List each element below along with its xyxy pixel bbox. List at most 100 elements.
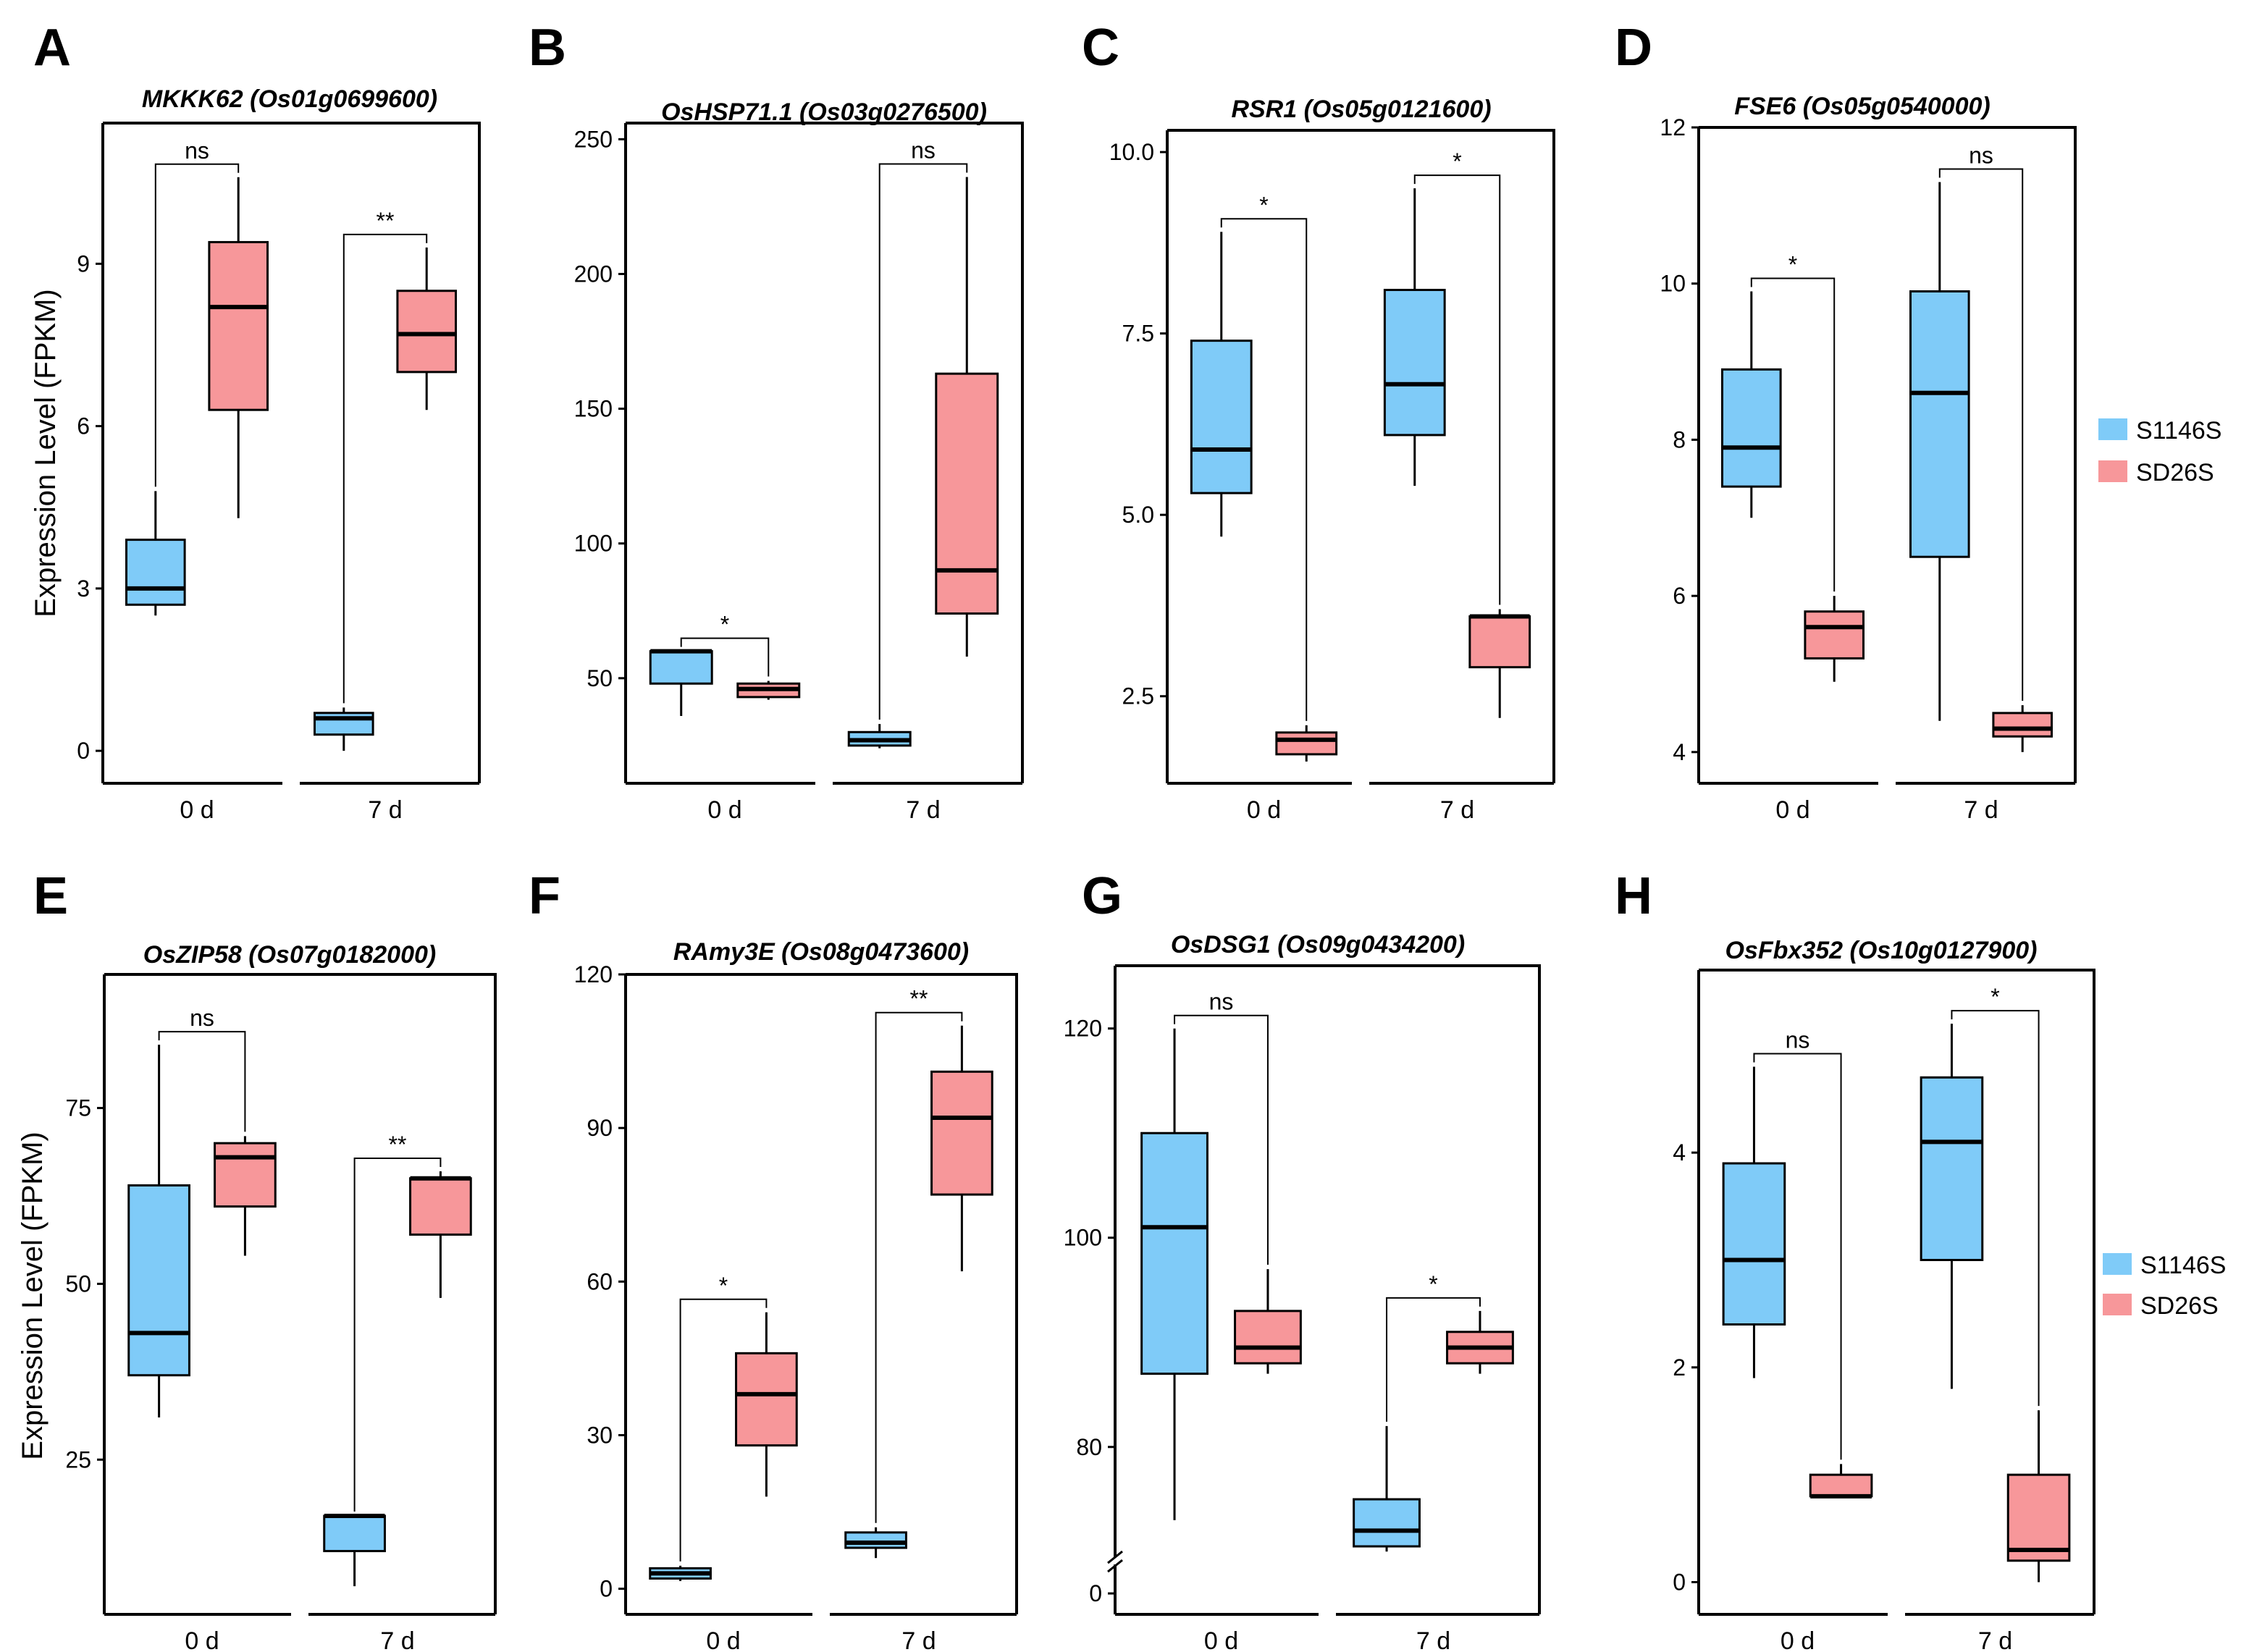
panel-h: H OsFbx352 (Os10g0127900) 0 2 4 0 d 7 d ns * <box>1615 867 2095 1652</box>
significance-bracket <box>878 163 968 720</box>
y-tick-label: 50 <box>587 665 613 691</box>
box-s1146s-0d <box>125 491 186 616</box>
box <box>844 1531 907 1549</box>
box-s1146s-7d <box>1383 188 1446 486</box>
box-s1146s-0d <box>1190 232 1253 537</box>
panel-c: C RSR1 (Os05g0121600) 2.5 5.0 7.5 10.0 0 d 7 d *… <box>1082 19 1555 824</box>
axis-break-mark <box>1107 1559 1123 1573</box>
y-tick-label: 6 <box>1673 583 1686 609</box>
box-s1146s-0d <box>649 649 713 716</box>
y-tick-label: 4 <box>1673 739 1686 765</box>
axis-break-mark <box>1107 1550 1123 1564</box>
significance-bracket <box>875 1011 963 1523</box>
box-sd26s-0d <box>1275 725 1338 762</box>
significance-label: * <box>1453 148 1461 174</box>
significance-label: ** <box>910 986 928 1012</box>
significance-bracket <box>342 233 428 704</box>
x-tick-label: 0 d <box>707 796 741 824</box>
significance-label: ns <box>911 137 936 163</box>
significance-label: ns <box>185 138 209 164</box>
significance-label: * <box>1429 1271 1437 1297</box>
box <box>2006 1473 2071 1562</box>
y-tick-label: 50 <box>65 1270 91 1297</box>
box-s1146s-7d <box>1920 1024 1984 1389</box>
box <box>1383 288 1446 437</box>
box-sd26s-0d <box>735 1312 798 1497</box>
x-tick-label: 0 d <box>180 796 214 824</box>
y-tick-label: 5.0 <box>1122 502 1154 528</box>
significance-label: ns <box>190 1005 214 1031</box>
box <box>1353 1498 1421 1548</box>
panel-letter: A <box>33 19 71 77</box>
significance-label: ** <box>377 208 395 234</box>
y-axis-label-bottom: Expression Level (FPKM) <box>17 1131 49 1459</box>
y-tick-label: 60 <box>587 1268 613 1294</box>
x-tick-label: 7 d <box>906 796 940 824</box>
plot-frame <box>104 973 497 1614</box>
significance-bracket <box>1951 1010 2040 1407</box>
x-tick-label: 0 d <box>185 1627 219 1652</box>
significance-bracket <box>680 637 770 677</box>
plot-frame <box>103 122 481 783</box>
box <box>735 1352 798 1447</box>
significance-bracket <box>353 1158 442 1512</box>
panel-a: A MKKK62 (Os01g0699600) 0 3 6 9 0 d 7 d ns ** <box>33 19 481 824</box>
y-tick-label: 30 <box>587 1422 613 1448</box>
y-tick-label: 2 <box>1673 1354 1686 1381</box>
y-tick-label: 6 <box>77 413 90 439</box>
panel-letter: H <box>1615 867 1652 925</box>
box <box>323 1514 386 1553</box>
y-tick-label: 100 <box>1064 1225 1102 1251</box>
box-sd26s-7d <box>1446 1310 1514 1374</box>
x-tick-label: 0 d <box>1781 1627 1815 1652</box>
box <box>649 650 713 685</box>
significance-label: * <box>1259 192 1268 218</box>
legend-label-s1146s: S1146S <box>2136 417 2221 444</box>
y-tick-label: 12 <box>1660 114 1686 140</box>
box-s1146s-0d <box>127 1045 190 1417</box>
significance-bracket <box>1413 174 1501 605</box>
box <box>935 372 999 615</box>
x-tick-label: 7 d <box>1978 1627 2012 1652</box>
y-tick-label: 25 <box>65 1446 91 1472</box>
y-tick-label: 90 <box>587 1115 613 1141</box>
box-sd26s-0d <box>214 1136 277 1256</box>
y-tick-label: 250 <box>574 126 613 152</box>
significance-label: ** <box>389 1131 407 1158</box>
box <box>1275 731 1338 756</box>
legend-swatch-sd26s <box>2098 460 2127 482</box>
legend-swatch-s1146s <box>2098 418 2127 440</box>
y-tick-label: 4 <box>1673 1139 1686 1166</box>
x-tick-label: 0 d <box>1775 796 1809 824</box>
y-axis-label-top: Expression Level (FPKM) <box>30 289 62 617</box>
panel-letter: C <box>1082 19 1119 77</box>
box <box>214 1142 277 1208</box>
y-tick-label: 80 <box>1076 1434 1102 1460</box>
legend-swatch-sd26s <box>2103 1294 2132 1315</box>
legend-label-s1146s: S1146S <box>2140 1252 2226 1279</box>
y-tick-label: 3 <box>77 576 90 602</box>
significance-label: * <box>719 1273 728 1299</box>
panel-e: E OsZIP58 (Os07g0182000) 25 50 75 0 d 7 d ns ** <box>33 867 497 1652</box>
significance-bracket <box>679 1298 768 1562</box>
box <box>1804 610 1865 659</box>
box-s1146s-7d <box>844 1527 907 1559</box>
x-tick-label: 7 d <box>1440 796 1474 824</box>
box <box>409 1177 472 1236</box>
plot-frame <box>1167 129 1555 783</box>
box-sd26s-7d <box>396 247 458 410</box>
box <box>127 1184 190 1377</box>
x-tick-label: 7 d <box>1416 1627 1450 1652</box>
significance-bracket <box>154 163 240 487</box>
box <box>1721 368 1782 488</box>
box <box>125 539 186 606</box>
y-tick-label: 120 <box>574 961 613 987</box>
panel-b: B OsHSP71.1 (Os03g0276500) 50 100 150 200 250 0… <box>529 19 1024 824</box>
x-tick-label: 0 d <box>1204 1627 1238 1652</box>
box <box>1992 712 2053 738</box>
panel-letter: B <box>529 19 566 77</box>
significance-label: * <box>720 612 729 638</box>
box <box>208 240 269 411</box>
